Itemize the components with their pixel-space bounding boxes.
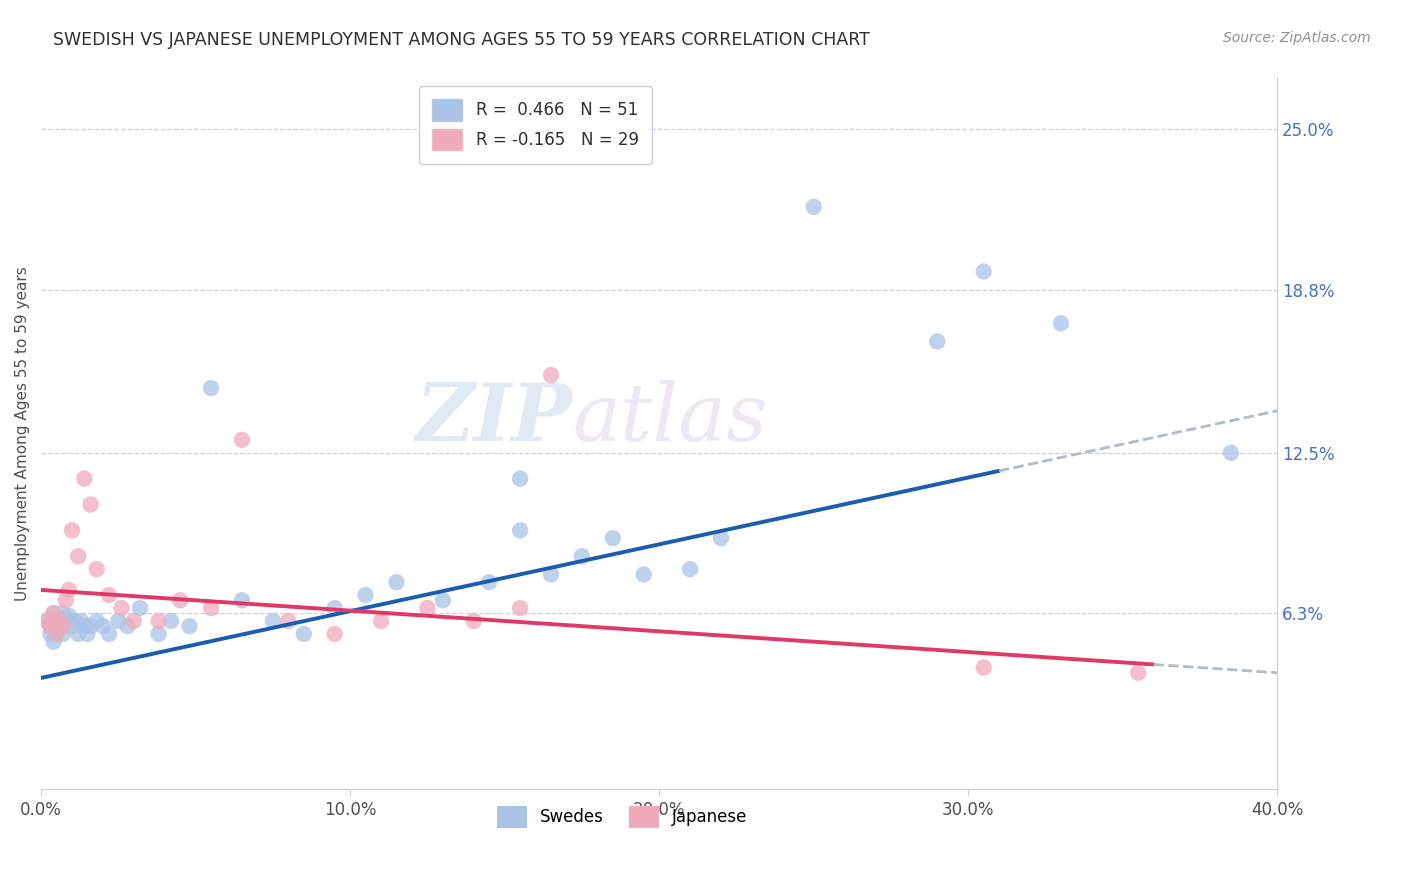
Point — [927, 334, 949, 349]
Point — [91, 619, 114, 633]
Point — [52, 606, 75, 620]
Point — [277, 614, 299, 628]
Point — [292, 627, 315, 641]
Point — [107, 614, 129, 628]
Point — [67, 627, 90, 641]
Point — [385, 575, 408, 590]
Point — [70, 614, 93, 628]
Point — [1128, 665, 1150, 680]
Point — [52, 627, 75, 641]
Point — [117, 619, 139, 633]
Point — [679, 562, 702, 576]
Point — [37, 614, 59, 628]
Point — [39, 619, 62, 633]
Point — [323, 601, 346, 615]
Point — [60, 619, 83, 633]
Point — [710, 531, 733, 545]
Point — [63, 614, 86, 628]
Point — [463, 614, 485, 628]
Point — [37, 614, 59, 628]
Point — [48, 614, 70, 628]
Point — [42, 634, 65, 648]
Point — [148, 627, 170, 641]
Point — [79, 619, 101, 633]
Point — [58, 582, 80, 597]
Point — [55, 614, 77, 628]
Y-axis label: Unemployment Among Ages 55 to 59 years: Unemployment Among Ages 55 to 59 years — [15, 266, 30, 600]
Point — [52, 619, 75, 633]
Point — [973, 264, 995, 278]
Point — [323, 627, 346, 641]
Point — [73, 619, 96, 633]
Point — [200, 381, 222, 395]
Point — [110, 601, 132, 615]
Point — [416, 601, 439, 615]
Point — [39, 627, 62, 641]
Point — [60, 524, 83, 538]
Point — [370, 614, 392, 628]
Point — [73, 472, 96, 486]
Point — [48, 619, 70, 633]
Point — [509, 524, 531, 538]
Point — [478, 575, 501, 590]
Point — [42, 606, 65, 620]
Point — [160, 614, 183, 628]
Point — [86, 614, 108, 628]
Point — [39, 619, 62, 633]
Point — [45, 614, 67, 628]
Point — [803, 200, 825, 214]
Point — [98, 588, 121, 602]
Point — [231, 433, 253, 447]
Text: atlas: atlas — [572, 380, 768, 458]
Point — [48, 614, 70, 628]
Point — [633, 567, 655, 582]
Text: SWEDISH VS JAPANESE UNEMPLOYMENT AMONG AGES 55 TO 59 YEARS CORRELATION CHART: SWEDISH VS JAPANESE UNEMPLOYMENT AMONG A… — [53, 31, 870, 49]
Point — [973, 660, 995, 674]
Point — [571, 549, 593, 564]
Point — [509, 601, 531, 615]
Point — [148, 614, 170, 628]
Point — [86, 562, 108, 576]
Point — [179, 619, 201, 633]
Text: Source: ZipAtlas.com: Source: ZipAtlas.com — [1223, 31, 1371, 45]
Point — [262, 614, 284, 628]
Point — [79, 498, 101, 512]
Point — [42, 606, 65, 620]
Point — [540, 368, 562, 383]
Point — [432, 593, 454, 607]
Point — [55, 593, 77, 607]
Legend: Swedes, Japanese: Swedes, Japanese — [489, 799, 754, 834]
Point — [1219, 446, 1241, 460]
Point — [602, 531, 624, 545]
Text: ZIP: ZIP — [416, 380, 572, 458]
Point — [354, 588, 377, 602]
Point — [1050, 316, 1073, 330]
Point — [231, 593, 253, 607]
Point — [67, 549, 90, 564]
Point — [509, 472, 531, 486]
Point — [200, 601, 222, 615]
Point — [58, 608, 80, 623]
Point — [122, 614, 145, 628]
Point — [129, 601, 152, 615]
Point — [540, 567, 562, 582]
Point — [45, 627, 67, 641]
Point — [169, 593, 191, 607]
Point — [98, 627, 121, 641]
Point — [45, 627, 67, 641]
Point — [76, 627, 98, 641]
